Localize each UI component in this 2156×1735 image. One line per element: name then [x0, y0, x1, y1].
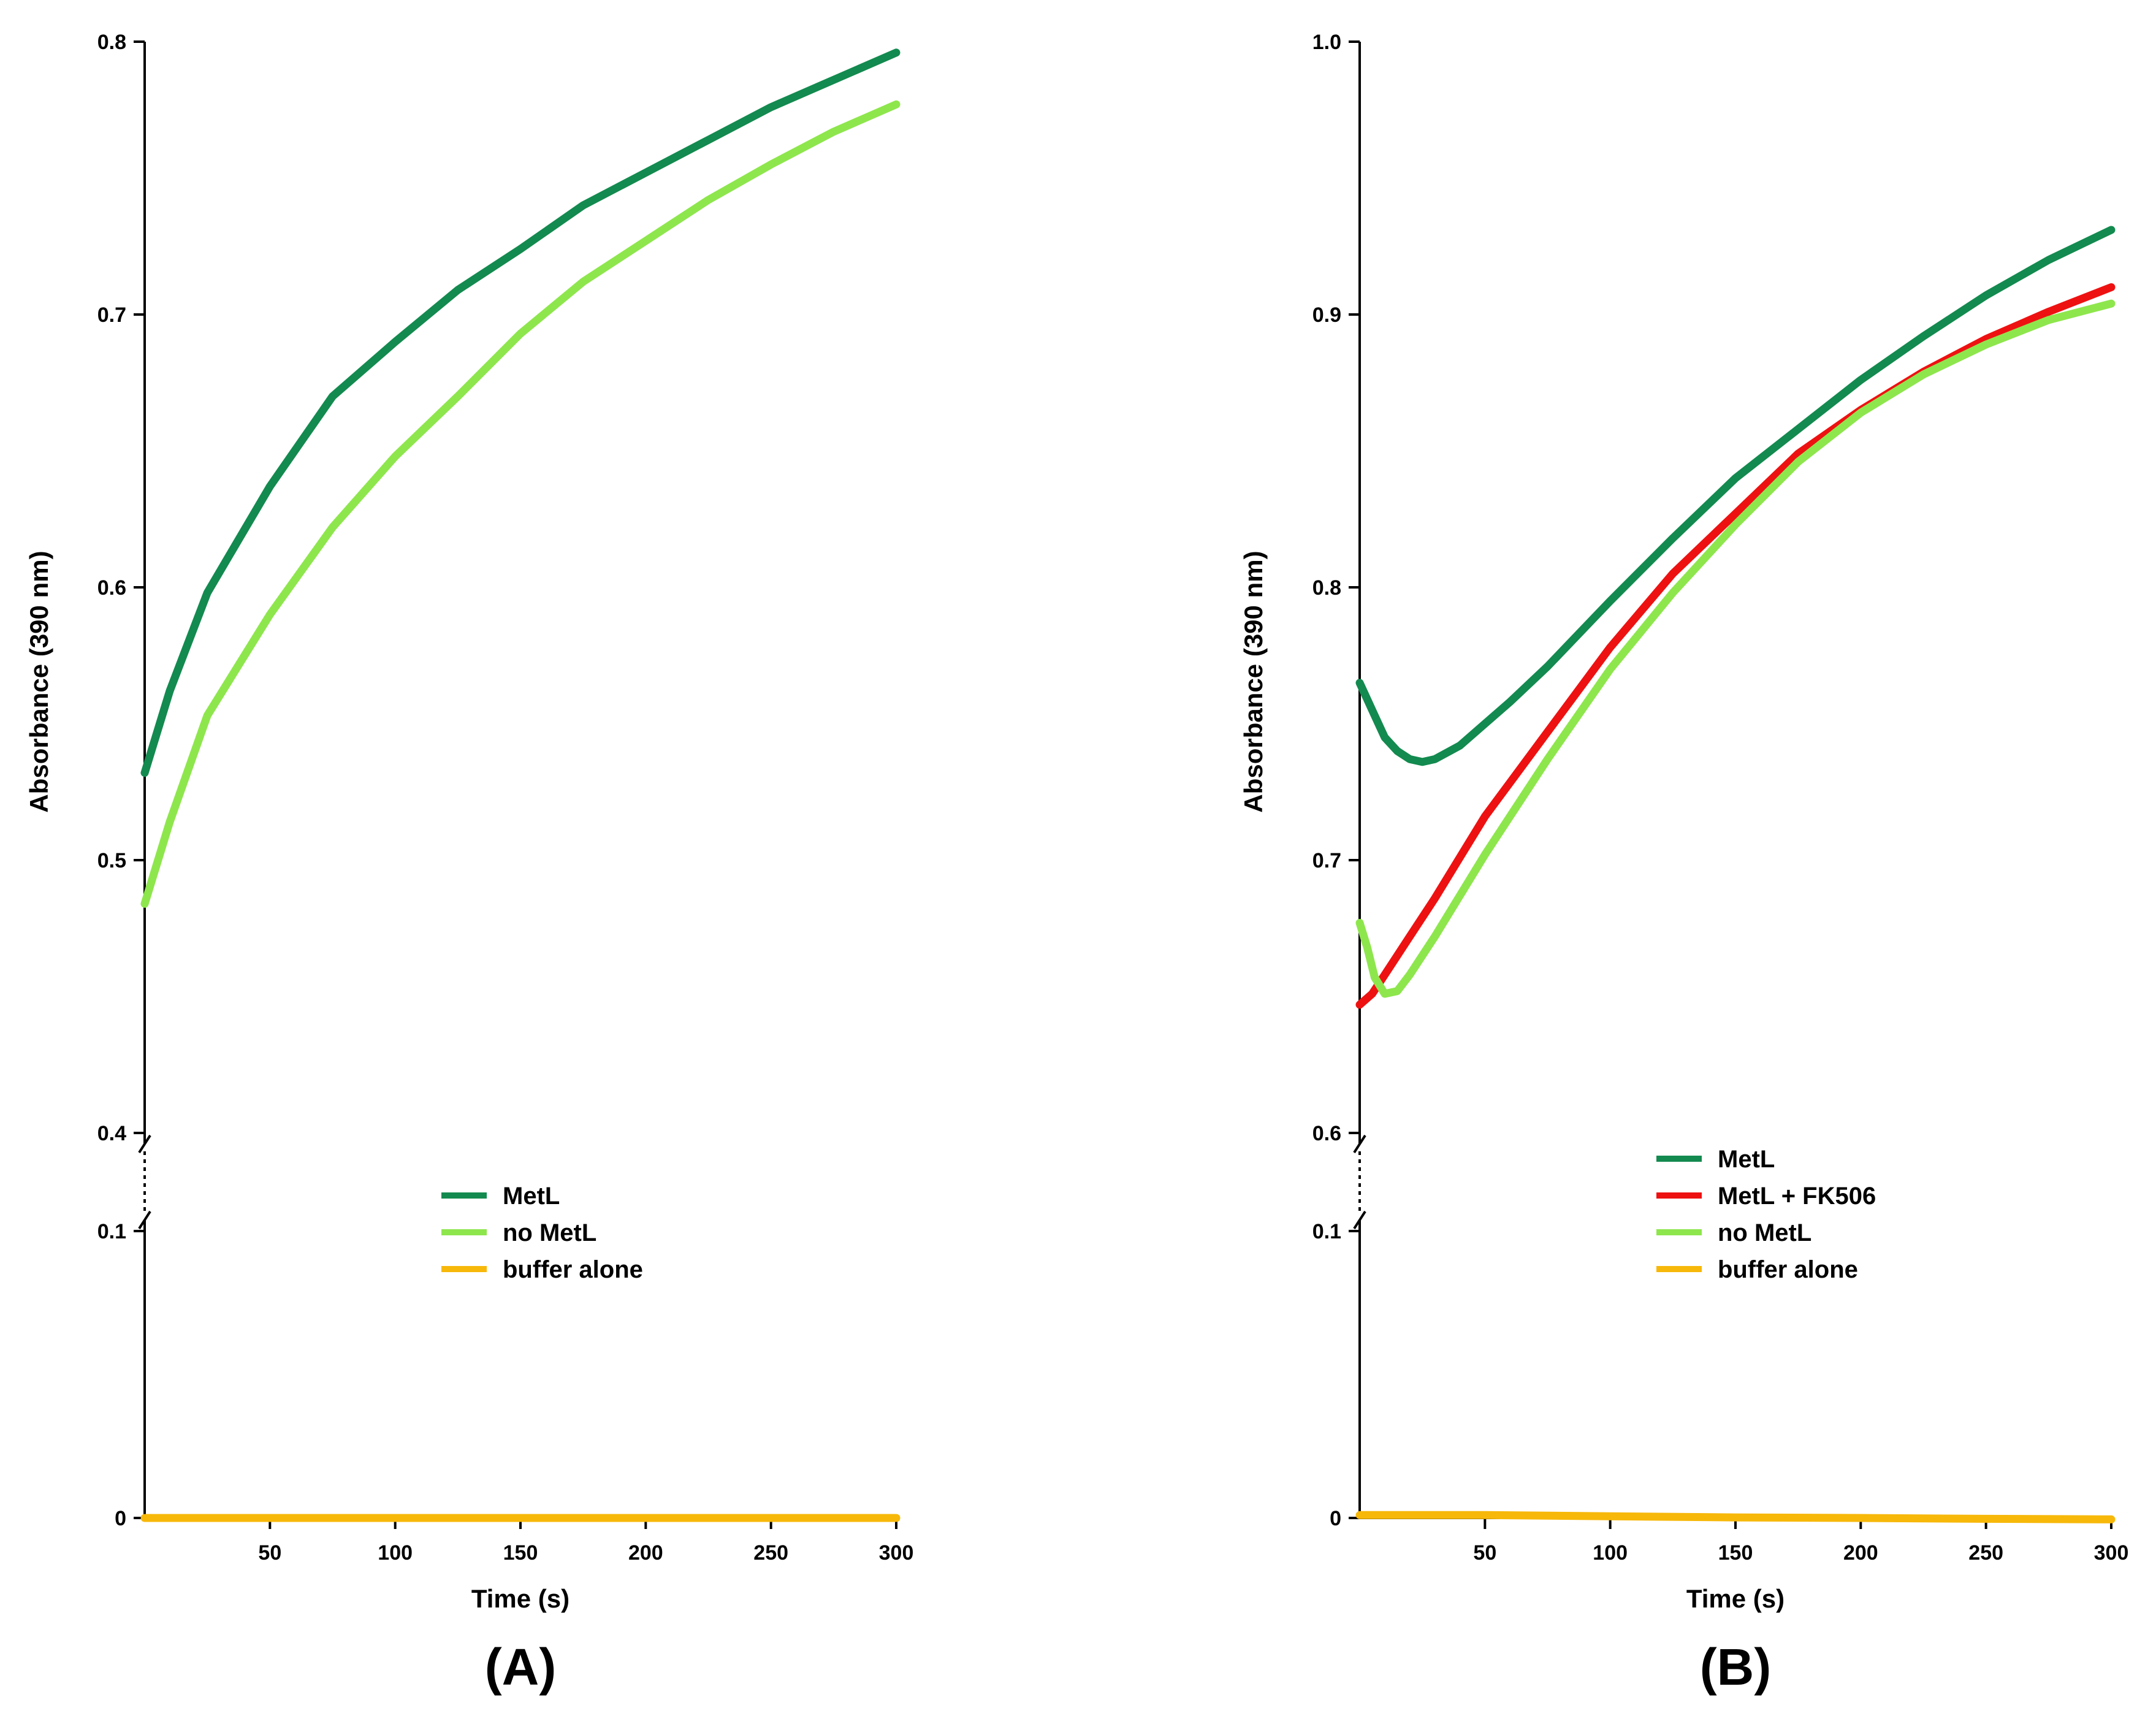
y-tick-label: 0.6: [1312, 1122, 1341, 1145]
y-axis-title: Absorbance (390 nm): [25, 551, 53, 812]
x-tick-label: 100: [378, 1541, 413, 1565]
legend: MetL MetL + FK506 no MetL buffer alone: [1656, 1146, 1876, 1283]
chart-panel-a: 0.4 0.5 0.6 0.7 0.8 0 0.1 50 100 150 200 250 300 Time…: [25, 31, 913, 1696]
legend-label: MetL: [503, 1183, 560, 1210]
series-line-metl-fk506: [1355, 283, 2116, 1009]
y-tick-label: 0.1: [1312, 1220, 1341, 1243]
axis-break-mark-upper: [1353, 1134, 1366, 1154]
y-tick-label: 0.6: [97, 576, 126, 600]
plot-area: [140, 48, 901, 1522]
y-tick-label: 0.9: [1312, 303, 1341, 327]
y-tick-label: 0.7: [97, 303, 126, 327]
axes: 0.6 0.7 0.8 0.9 1.0 0 0.1 50 100 150 200 250 300: [1312, 31, 2129, 1565]
legend-label: buffer alone: [1718, 1256, 1858, 1283]
panel-label: (A): [485, 1638, 557, 1696]
series-line-metl: [1355, 226, 2116, 766]
x-tick-label: 50: [258, 1541, 281, 1565]
chart-panel-b: 0.6 0.7 0.8 0.9 1.0 0 0.1 50 100 150 200 250 300 Time…: [1239, 31, 2128, 1696]
legend-label: MetL + FK506: [1718, 1183, 1876, 1210]
x-tick-label: 100: [1593, 1541, 1628, 1565]
y-tick-label: 0.8: [97, 31, 126, 54]
x-tick-label: 50: [1473, 1541, 1496, 1565]
legend: MetL no MetL buffer alone: [441, 1183, 643, 1283]
y-tick-label: 0: [1330, 1507, 1341, 1530]
plot-area: [1355, 226, 2116, 1523]
series-line-metl: [140, 48, 901, 777]
y-tick-label: 0.5: [97, 849, 126, 872]
series-line-no-metl: [1355, 299, 2116, 998]
y-tick-label: 0.4: [97, 1122, 126, 1145]
legend-label: no MetL: [1718, 1219, 1811, 1246]
y-tick-label: 1.0: [1312, 31, 1341, 54]
x-tick-label: 300: [879, 1541, 914, 1565]
y-tick-label: 0: [115, 1507, 126, 1530]
series-line-buffer-alone: [1355, 1511, 2116, 1523]
legend-label: MetL: [1718, 1146, 1775, 1173]
y-tick-label: 0.8: [1312, 576, 1341, 600]
x-axis-title: Time (s): [471, 1584, 569, 1613]
x-tick-label: 150: [503, 1541, 538, 1565]
x-tick-label: 150: [1718, 1541, 1753, 1565]
axis-break-mark-upper: [138, 1134, 151, 1154]
y-axis-title: Absorbance (390 nm): [1239, 551, 1268, 812]
legend-label: buffer alone: [503, 1256, 643, 1283]
y-tick-label: 0.1: [97, 1220, 126, 1243]
legend-label: no MetL: [503, 1219, 596, 1246]
x-axis-title: Time (s): [1686, 1584, 1785, 1613]
x-tick-label: 250: [1968, 1541, 2003, 1565]
panel-label: (B): [1700, 1638, 1772, 1696]
axis-break-mark-lower: [138, 1210, 151, 1230]
x-tick-label: 200: [1843, 1541, 1878, 1565]
y-tick-label: 0.7: [1312, 849, 1341, 872]
series-line-no-metl: [140, 100, 901, 908]
x-tick-label: 250: [753, 1541, 788, 1565]
x-tick-label: 300: [2094, 1541, 2129, 1565]
axis-break-mark-lower: [1353, 1210, 1366, 1230]
x-tick-label: 200: [628, 1541, 663, 1565]
